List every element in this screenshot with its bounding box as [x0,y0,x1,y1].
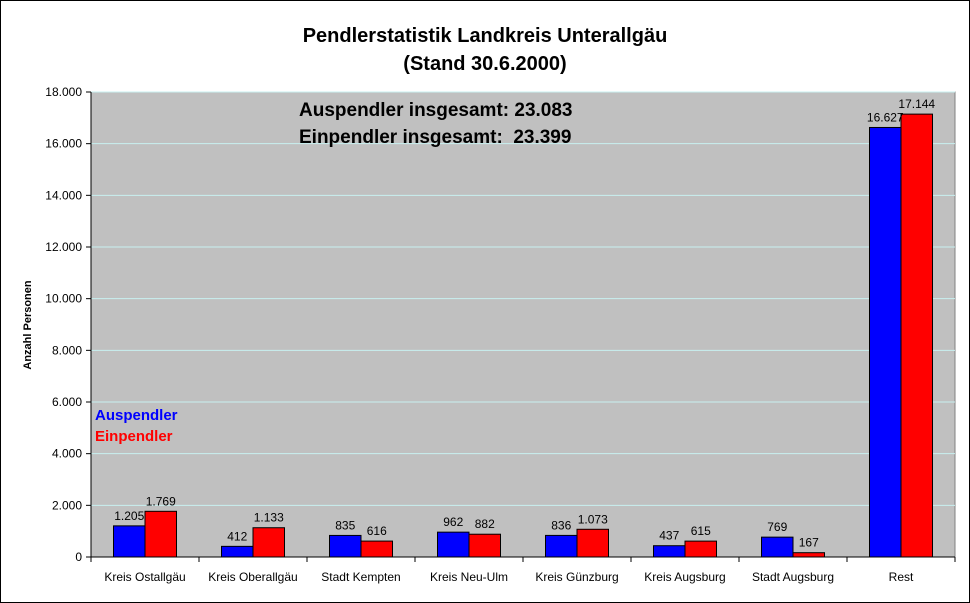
annotation-auspendler-total: Auspendler insgesamt: 23.083 [299,100,573,121]
data-label: 616 [367,524,387,538]
y-tick-label: 4.000 [52,447,82,461]
x-category-label: Kreis Neu-Ulm [430,570,508,584]
bar-einpendler [360,540,393,558]
data-label: 962 [443,515,463,529]
data-label: 1.769 [146,494,176,508]
bar-einpendler [900,113,933,558]
bar-auspendler [221,545,254,558]
x-category-label: Rest [889,570,914,584]
bar-auspendler [761,536,794,558]
data-label: 437 [659,529,679,543]
x-category-label: Stadt Kempten [321,570,400,584]
y-axis-label: Anzahl Personen [22,280,34,370]
data-label: 882 [475,517,495,531]
x-category-label: Kreis Ostallgäu [104,570,185,584]
y-tick-label: 12.000 [45,240,82,254]
annotation-einpendler-total: Einpendler insgesamt: 23.399 [299,127,571,148]
data-label: 1.205 [114,509,144,523]
bar-einpendler [792,552,825,558]
bar-einpendler [252,527,285,558]
y-tick-label: 8.000 [52,343,82,357]
y-tick-label: 10.000 [45,292,82,306]
bar-auspendler [869,126,902,558]
data-label: 836 [551,518,571,532]
data-label: 615 [691,524,711,538]
bar-auspendler [329,534,362,558]
legend-auspendler: Auspendler [95,407,178,424]
axes [86,91,956,562]
data-label: 167 [799,536,819,550]
x-category-label: Stadt Augsburg [752,570,834,584]
legend-einpendler: Einpendler [95,428,173,445]
y-tick-label: 18.000 [45,85,82,99]
y-tick-label: 2.000 [52,498,82,512]
x-category-label: Kreis Oberallgäu [208,570,297,584]
y-tick-label: 14.000 [45,188,82,202]
x-category-label: Kreis Günzburg [535,570,618,584]
bar-auspendler [113,525,146,558]
bar-einpendler [468,533,501,558]
y-tick-label: 0 [75,550,82,564]
data-label: 17.144 [898,97,935,111]
bar-einpendler [684,540,717,558]
data-label: 769 [767,520,787,534]
chart-title: Pendlerstatistik Landkreis Unterallgäu [303,25,668,47]
y-tick-label: 6.000 [52,395,82,409]
gridlines [91,91,955,506]
data-label: 16.627 [867,110,904,124]
data-label: 412 [227,529,247,543]
bar-einpendler [144,510,177,558]
bars [113,113,933,558]
x-category-label: Kreis Augsburg [644,570,725,584]
data-label: 835 [335,518,355,532]
plot-area [90,91,956,558]
bar-auspendler [653,545,686,558]
chart-subtitle: (Stand 30.6.2000) [403,53,566,75]
tick-labels: 0 2.000 4.000 6.000 8.000 10.000 12.000 14.000 1… [45,85,914,584]
y-tick-label: 16.000 [45,137,82,151]
bar-auspendler [437,531,470,558]
data-label: 1.133 [254,511,284,525]
bar-auspendler [545,534,578,558]
bar-einpendler [576,528,609,558]
data-label: 1.073 [578,512,608,526]
